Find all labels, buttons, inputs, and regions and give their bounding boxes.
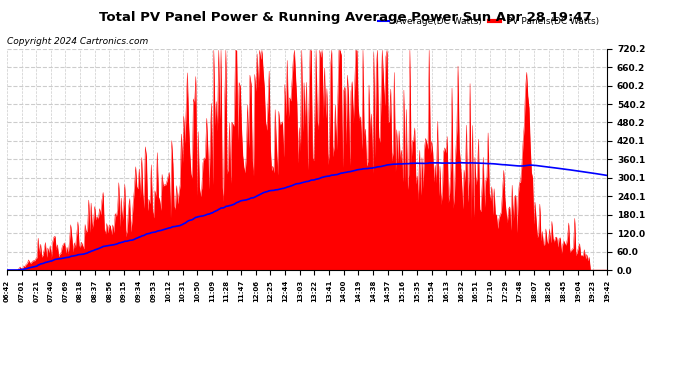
Text: Copyright 2024 Cartronics.com: Copyright 2024 Cartronics.com [7,38,148,46]
Legend: Average(DC Watts), PV Panels(DC Watts): Average(DC Watts), PV Panels(DC Watts) [374,13,602,30]
Text: Total PV Panel Power & Running Average Power Sun Apr 28 19:47: Total PV Panel Power & Running Average P… [99,11,591,24]
